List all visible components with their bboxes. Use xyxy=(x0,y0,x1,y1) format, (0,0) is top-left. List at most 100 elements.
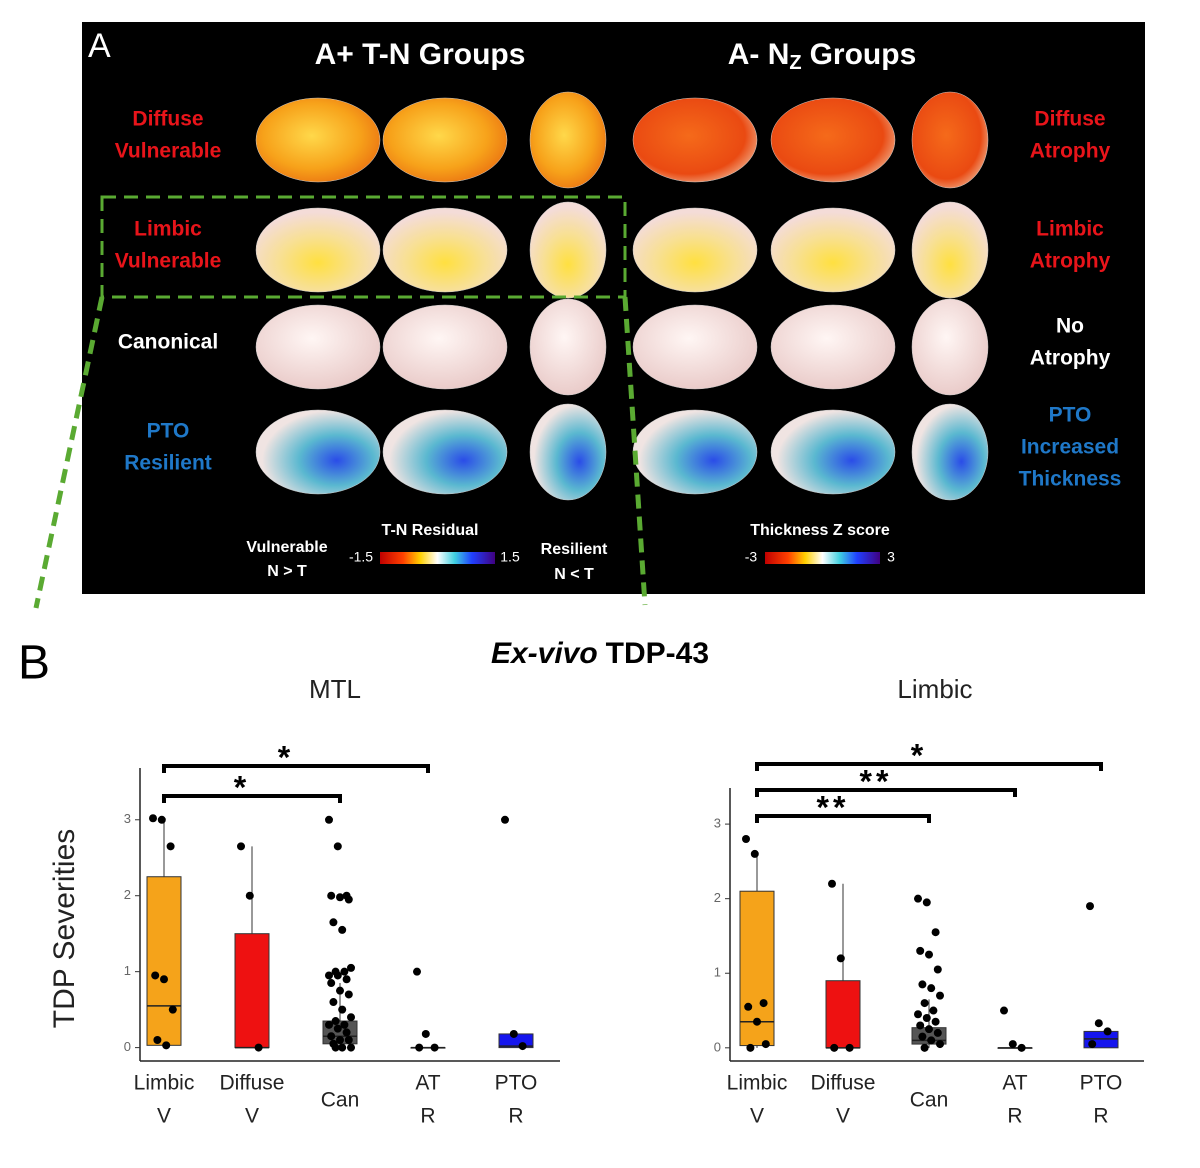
data-point xyxy=(347,1043,355,1052)
group-label: Increased xyxy=(1021,436,1119,459)
data-point xyxy=(413,967,421,976)
x-tick-label: Limbic xyxy=(727,1072,788,1095)
significance-label: * xyxy=(278,739,294,775)
box xyxy=(234,933,270,1049)
brain xyxy=(911,298,989,396)
brain xyxy=(911,403,989,501)
data-point xyxy=(761,1040,770,1049)
significance-label: ** xyxy=(817,789,850,825)
significance-bracket xyxy=(755,814,931,823)
brain-renderings xyxy=(255,91,989,501)
data-point xyxy=(149,814,157,823)
colorbar-note: Resilient xyxy=(541,541,608,558)
significance-bracket xyxy=(162,794,342,803)
significance-label: ** xyxy=(860,763,893,799)
colorbar-max: 1.5 xyxy=(500,549,520,565)
column-title: A- NZ Groups xyxy=(728,38,917,74)
chart-title: MTL xyxy=(309,674,361,704)
data-point xyxy=(746,1043,755,1052)
colorbar-max: 3 xyxy=(887,549,895,565)
y-tick-label: 2 xyxy=(714,890,721,905)
brain xyxy=(255,409,381,495)
data-point xyxy=(916,1021,925,1030)
colorbar-title: T-N Residual xyxy=(382,522,479,539)
data-point xyxy=(327,891,336,900)
brain xyxy=(911,201,989,299)
data-point xyxy=(331,1043,340,1052)
x-tick-label: R xyxy=(420,1105,435,1128)
brain xyxy=(632,207,758,293)
data-point xyxy=(1103,1027,1112,1036)
group-label: Vulnerable xyxy=(115,250,222,273)
y-tick-label: 0 xyxy=(714,1039,721,1054)
data-point xyxy=(153,1036,162,1045)
group-label: PTO xyxy=(147,420,190,443)
data-point xyxy=(836,954,845,963)
data-point xyxy=(336,986,344,995)
colorbar-note: N < T xyxy=(554,566,594,583)
data-point xyxy=(329,998,338,1007)
data-point xyxy=(344,895,353,904)
title-part: A- N xyxy=(728,38,790,71)
significance-bracket xyxy=(162,764,430,773)
brain xyxy=(529,91,607,189)
group-label: Vulnerable xyxy=(115,140,222,163)
data-point xyxy=(920,1043,929,1052)
data-point xyxy=(347,963,355,972)
x-tick-label: Diffuse xyxy=(220,1072,285,1095)
data-point xyxy=(338,1043,347,1052)
data-point xyxy=(325,815,333,824)
data-point xyxy=(501,815,509,824)
data-point xyxy=(1094,1019,1103,1028)
data-point xyxy=(340,1020,349,1029)
brain xyxy=(770,409,896,495)
group-label: Diffuse xyxy=(1034,108,1105,131)
data-point xyxy=(1000,1006,1008,1015)
y-tick-label: 1 xyxy=(714,965,721,980)
data-point xyxy=(333,842,342,851)
brain xyxy=(770,304,896,390)
y-tick-label: 1 xyxy=(124,963,131,978)
brain xyxy=(529,298,607,396)
title-part: TDP-43 xyxy=(606,637,709,670)
data-point xyxy=(830,1043,839,1052)
y-tick-label: 2 xyxy=(124,887,131,902)
data-point xyxy=(342,975,351,984)
data-point xyxy=(933,1028,942,1037)
data-point xyxy=(931,1017,940,1026)
panel-label: A xyxy=(88,27,111,65)
data-point xyxy=(845,1043,854,1052)
y-axis-label: TDP Severities xyxy=(48,829,81,1029)
brain xyxy=(632,409,758,495)
colorbar-min: -1.5 xyxy=(349,549,373,565)
data-point xyxy=(828,879,836,888)
data-point xyxy=(933,965,942,974)
data-point xyxy=(920,999,929,1008)
data-point xyxy=(325,1020,333,1029)
data-point xyxy=(168,1005,177,1014)
x-tick-label: V xyxy=(836,1105,850,1128)
data-point xyxy=(331,1017,340,1026)
colorbar-min: -3 xyxy=(745,549,758,565)
x-tick-label: AT xyxy=(415,1072,440,1095)
panel-title: Ex-vivo TDP-43 xyxy=(491,637,709,670)
brain xyxy=(529,201,607,299)
group-label: Diffuse xyxy=(132,108,203,131)
y-tick-label: 3 xyxy=(124,811,131,826)
data-point xyxy=(336,893,344,902)
column-title: A+ T-N Groups xyxy=(315,38,526,71)
data-point xyxy=(347,1013,355,1022)
data-point xyxy=(333,1024,342,1033)
data-point xyxy=(327,979,336,988)
data-point xyxy=(1086,902,1094,911)
brain xyxy=(382,97,508,183)
colorbar xyxy=(380,552,495,564)
data-point xyxy=(750,849,759,858)
data-point xyxy=(916,946,925,955)
data-point xyxy=(918,980,927,989)
data-point xyxy=(914,1010,922,1019)
data-point xyxy=(1017,1043,1026,1052)
data-point xyxy=(518,1042,527,1051)
y-tick-label: 0 xyxy=(124,1039,131,1054)
box xyxy=(146,876,182,1046)
